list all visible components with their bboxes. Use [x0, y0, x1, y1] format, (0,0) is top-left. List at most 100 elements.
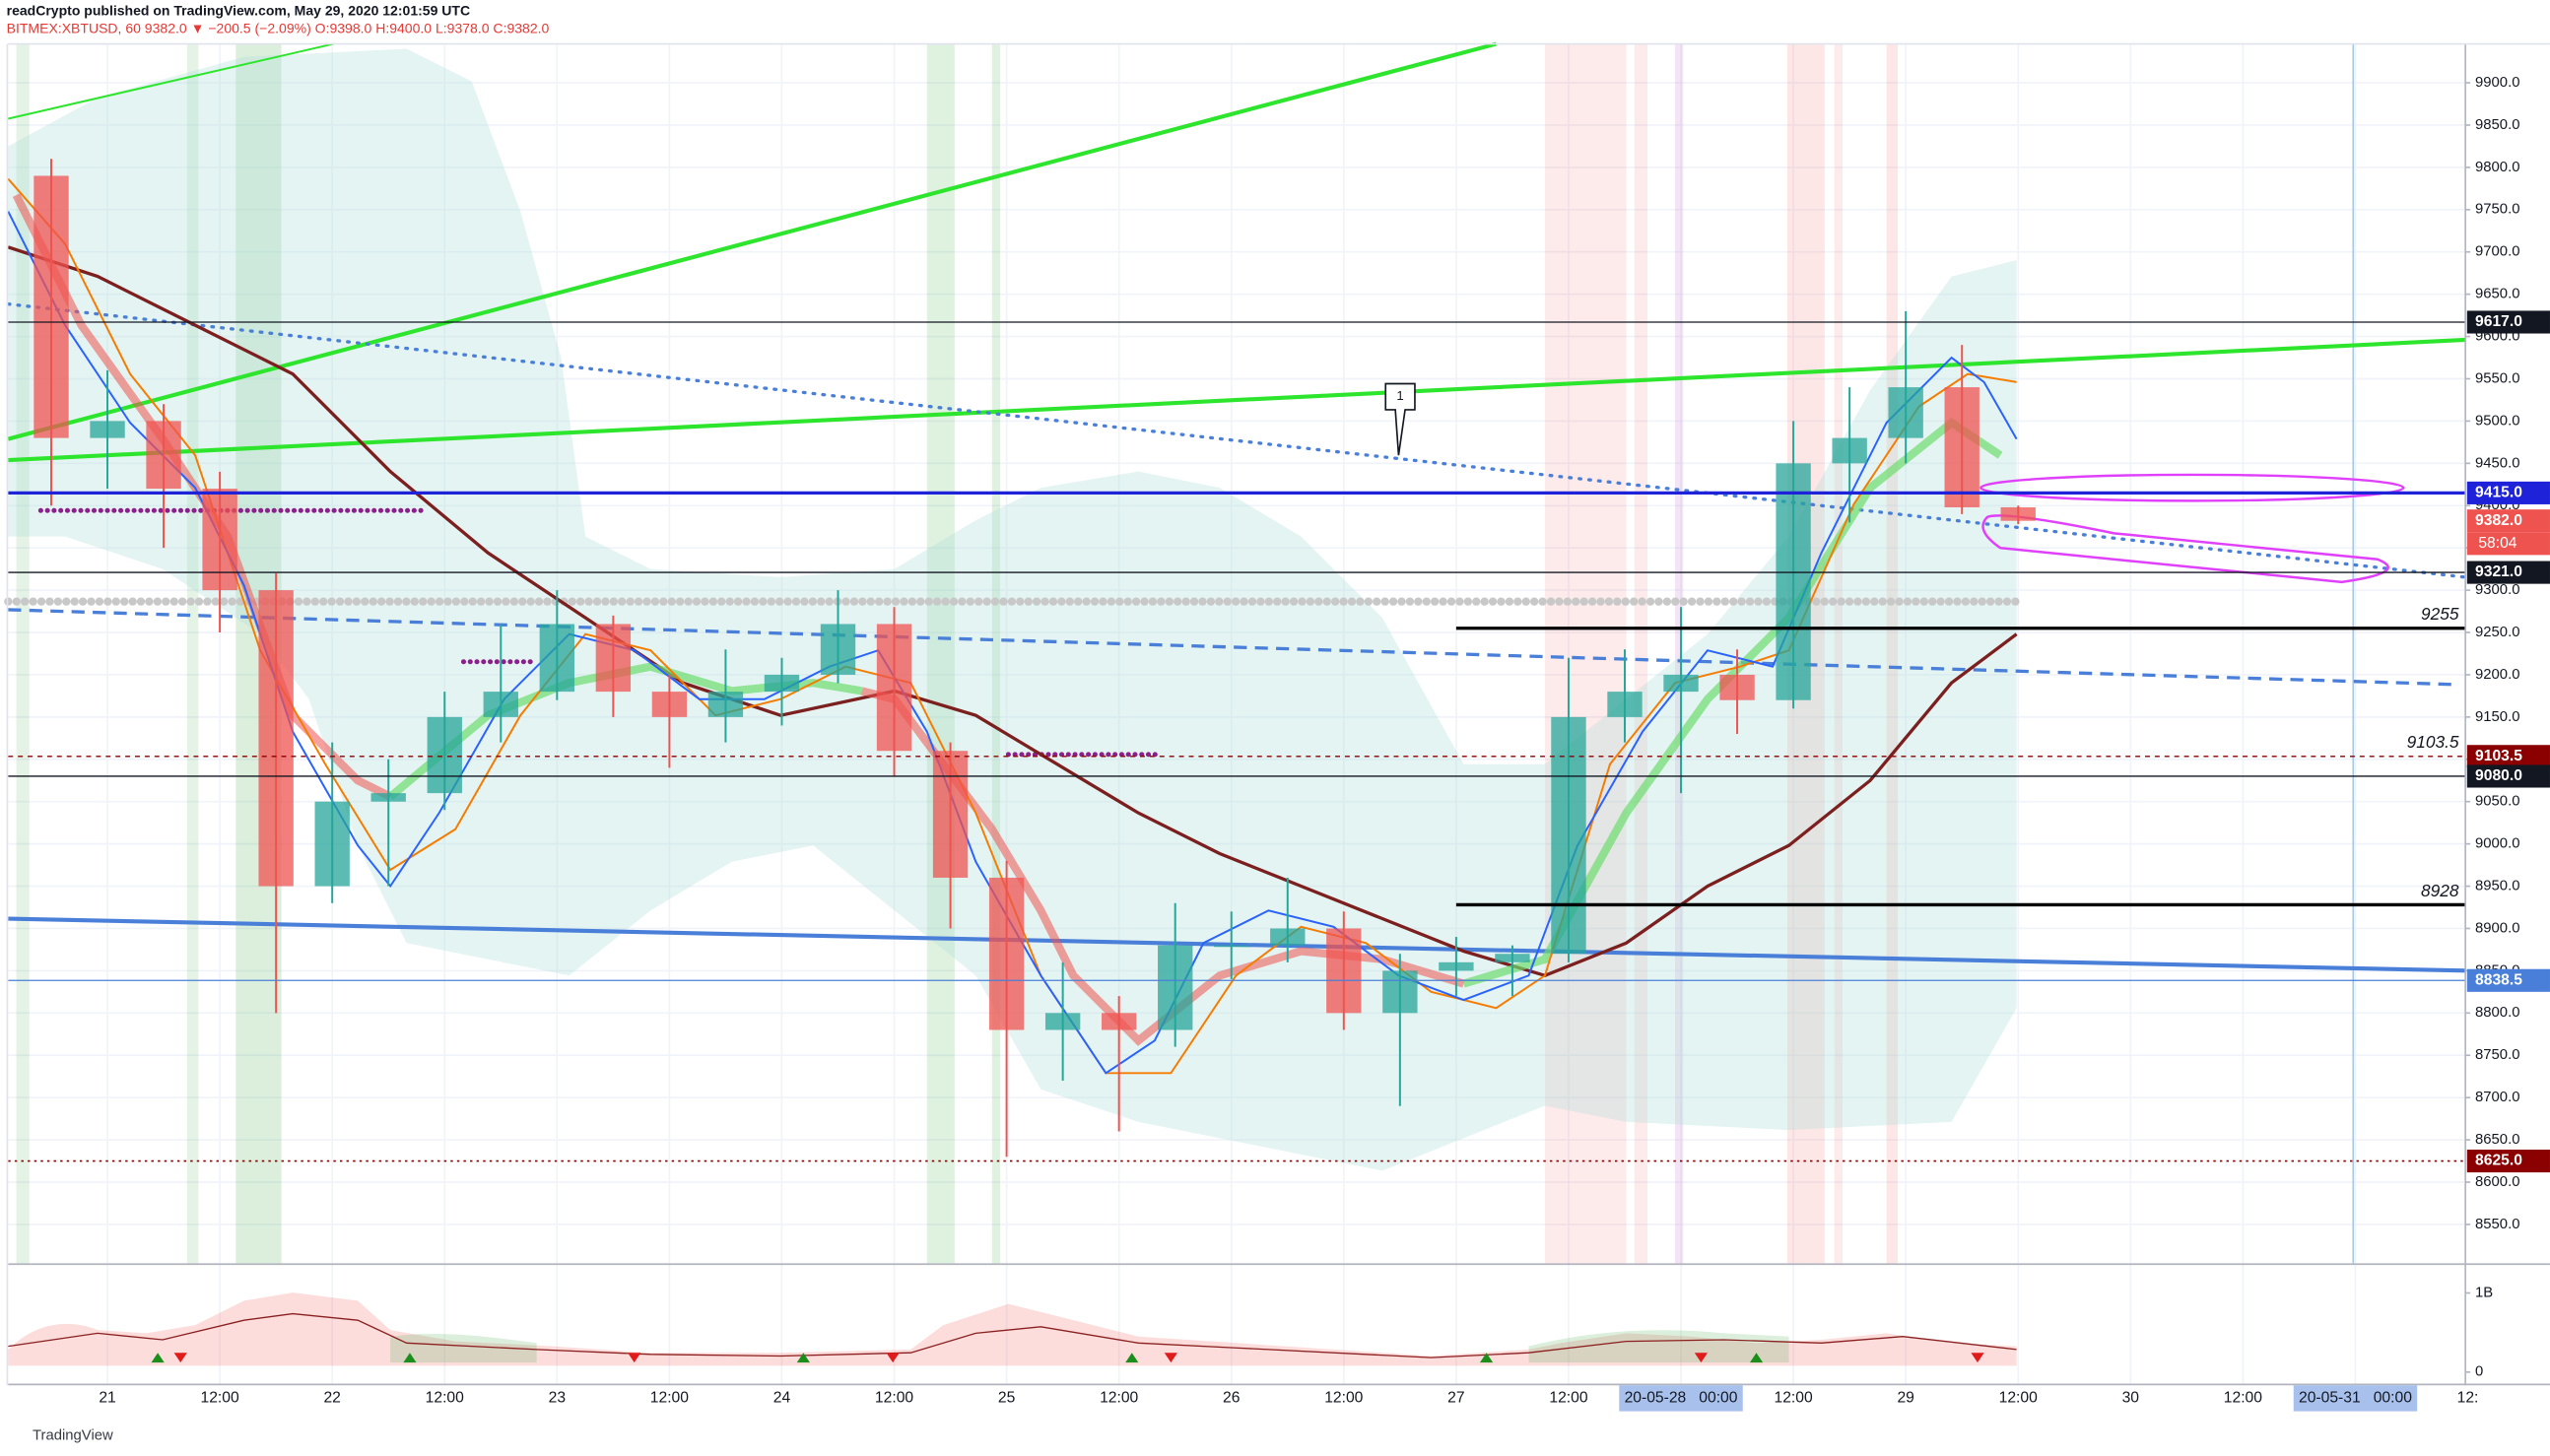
level-label: 8928	[2421, 881, 2459, 900]
price-label: 9321.0	[2475, 563, 2522, 580]
price-label-bg	[2466, 745, 2550, 768]
candle-body	[483, 692, 518, 717]
candle-body	[1382, 970, 1418, 1014]
candle-body	[932, 751, 969, 878]
price-label-bg	[2466, 968, 2550, 992]
y-tick-label: 8800.0	[2475, 1005, 2519, 1021]
x-tick-label: 23	[549, 1390, 567, 1407]
candle-body	[539, 624, 575, 693]
candle-body	[1044, 1013, 1081, 1030]
band	[1834, 43, 1844, 1264]
moving-average	[7, 245, 2018, 978]
x-tick-label: 29	[1897, 1390, 1913, 1407]
candle-body	[707, 692, 744, 717]
price-label: 9103.5	[2475, 748, 2522, 764]
footer-logo: TradingView	[33, 1427, 113, 1443]
signal-marker	[1694, 1353, 1709, 1363]
x-tick-label: 30	[2122, 1390, 2140, 1407]
candle-body	[1214, 945, 1249, 948]
y-tick-label: 9050.0	[2475, 794, 2519, 810]
signal-marker	[151, 1353, 165, 1363]
x-tick-label: 12:00	[1775, 1390, 1813, 1407]
y-tick-label: 9800.0	[2475, 160, 2519, 175]
trend-line	[8, 916, 2466, 973]
y-tick-label: 8900.0	[2475, 920, 2519, 936]
band-cloud	[8, 48, 2017, 1171]
signal-marker	[403, 1353, 417, 1363]
candle-body	[34, 175, 69, 438]
y-tick-label: 8550.0	[2475, 1217, 2519, 1232]
band	[16, 43, 30, 1264]
drawings: 1	[4, 41, 2467, 1366]
band	[186, 43, 199, 1264]
y-tick-label: 8650.0	[2475, 1132, 2519, 1148]
x-tick-label: 12:00	[650, 1390, 689, 1407]
header-title: readCrypto published on TradingView.com,…	[7, 2, 470, 18]
price-label: 9415.0	[2475, 485, 2522, 501]
header-symbol: BITMEX:XBTUSD, 60 9382.0 ▼ −200.5 (−2.09…	[7, 20, 550, 35]
callout	[1384, 382, 1416, 456]
price-label-bg	[2466, 764, 2550, 788]
candle-body	[2000, 506, 2036, 521]
candle-body	[820, 624, 856, 675]
candle-body	[595, 624, 632, 693]
y-tick-label: 9900.0	[2475, 75, 2519, 91]
y-tick-label: 8950.0	[2475, 878, 2519, 893]
trend-line	[6, 301, 2467, 579]
price-label-bg	[2466, 481, 2550, 504]
y-tick-label: 9200.0	[2475, 667, 2519, 683]
candle-body	[1719, 674, 1755, 700]
y-tick-label: 8600.0	[2475, 1174, 2519, 1190]
y-tick-label: 9650.0	[2475, 287, 2519, 302]
candle-body	[258, 590, 294, 887]
signal-marker	[1749, 1353, 1764, 1363]
candle-body	[1439, 961, 1474, 971]
level-label: 9103.5	[2407, 732, 2459, 752]
candle-body	[427, 716, 462, 794]
level-label: 9255	[2421, 604, 2459, 624]
y-tick-label: 8700.0	[2475, 1090, 2519, 1105]
candle-body	[1888, 387, 1923, 438]
band	[1634, 43, 1647, 1264]
y-tick-label: 9550.0	[2475, 370, 2519, 386]
candle-body	[314, 801, 350, 887]
y-tick-label: 9250.0	[2475, 625, 2519, 640]
callout-text: 1	[1396, 388, 1403, 403]
candle-body	[1551, 716, 1586, 955]
x-tick-label: 12:00	[201, 1390, 239, 1407]
y-tick-label: 9300.0	[2475, 582, 2519, 598]
x-tick-label: 20-05-28 00:00	[1625, 1390, 1738, 1407]
trend-line	[8, 337, 2466, 463]
price-label-bg	[2466, 1149, 2550, 1173]
signal-marker	[628, 1353, 641, 1363]
candle-body	[764, 674, 800, 693]
axes: 8550.08600.08650.08700.08750.08800.08850…	[6, 42, 2550, 1412]
trend-line	[8, 42, 334, 120]
x-tick-highlight	[2293, 1385, 2418, 1412]
signal-marker	[886, 1353, 900, 1363]
candle-body	[1270, 928, 1306, 946]
y-tick-label: 9150.0	[2475, 709, 2519, 725]
price-label-bg	[2466, 561, 2550, 584]
candle-body	[1776, 463, 1811, 700]
y-tick-label: 9450.0	[2475, 455, 2519, 471]
candle-body	[988, 877, 1025, 1030]
x-tick-label: 26	[1223, 1390, 1241, 1407]
y-tick-label: 9000.0	[2475, 836, 2519, 852]
x-tick-label: 12:00	[1100, 1390, 1138, 1407]
y-tick-label: 9700.0	[2475, 244, 2519, 260]
countdown-bg	[2466, 532, 2550, 556]
candle-body	[1495, 954, 1530, 962]
price-label: 9080.0	[2475, 767, 2522, 784]
x-tick-label: 21	[99, 1390, 115, 1407]
candle-body	[1607, 692, 1643, 717]
x-tick-label: 12:00	[875, 1390, 913, 1407]
x-tick-label: 12:00	[2224, 1390, 2262, 1407]
y-tick-label: 9750.0	[2475, 202, 2519, 218]
indicator-area	[390, 1330, 1789, 1363]
candle-body	[202, 489, 237, 591]
candle-body	[1944, 387, 1980, 507]
candle-body	[876, 624, 912, 752]
indicator-tick-label: 1B	[2475, 1285, 2493, 1300]
x-tick-label: 20-05-31 00:00	[2299, 1390, 2412, 1407]
